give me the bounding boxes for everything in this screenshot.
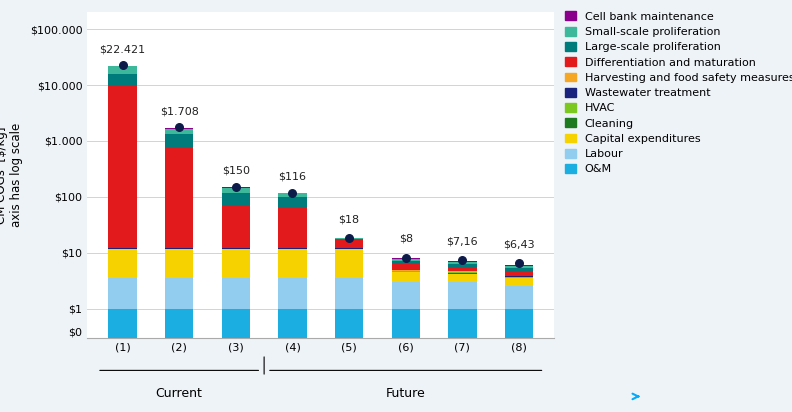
- Bar: [335, 249, 364, 278]
- Bar: [391, 259, 420, 261]
- Bar: [165, 249, 193, 278]
- Text: $116: $116: [279, 172, 307, 182]
- Point: [512, 260, 525, 266]
- Bar: [109, 302, 137, 338]
- Y-axis label: CM COGs  [$/kg]
axis has log scale: CM COGs [$/kg] axis has log scale: [0, 123, 23, 227]
- Bar: [505, 286, 533, 309]
- Bar: [222, 187, 250, 188]
- Text: $1.708: $1.708: [160, 107, 199, 117]
- Bar: [448, 272, 477, 273]
- Bar: [109, 278, 137, 309]
- Bar: [505, 277, 533, 278]
- Bar: [109, 75, 137, 86]
- Bar: [222, 302, 250, 338]
- Bar: [335, 239, 364, 240]
- Bar: [448, 282, 477, 309]
- Bar: [165, 147, 193, 248]
- Point: [116, 62, 129, 68]
- Bar: [278, 193, 307, 197]
- Text: $18: $18: [338, 214, 360, 224]
- Bar: [109, 249, 137, 278]
- Text: $7,16: $7,16: [447, 236, 478, 246]
- Bar: [109, 66, 137, 75]
- Bar: [448, 261, 477, 262]
- Bar: [505, 302, 533, 338]
- Bar: [278, 302, 307, 338]
- Bar: [278, 197, 307, 208]
- Bar: [448, 274, 477, 282]
- Point: [173, 124, 185, 131]
- Bar: [222, 249, 250, 278]
- Bar: [165, 128, 193, 129]
- Bar: [278, 278, 307, 309]
- Bar: [165, 278, 193, 309]
- Bar: [335, 278, 364, 309]
- Bar: [335, 238, 364, 239]
- Point: [456, 257, 469, 264]
- Bar: [391, 270, 420, 271]
- Bar: [448, 267, 477, 272]
- Text: $150: $150: [222, 166, 249, 176]
- Text: $22.421: $22.421: [100, 44, 146, 54]
- Point: [343, 235, 356, 241]
- Bar: [505, 271, 533, 276]
- Bar: [391, 261, 420, 264]
- Bar: [505, 268, 533, 271]
- Point: [230, 183, 242, 190]
- Bar: [391, 302, 420, 338]
- Bar: [165, 302, 193, 338]
- Bar: [391, 272, 420, 282]
- Bar: [505, 265, 533, 267]
- Bar: [448, 273, 477, 274]
- Bar: [222, 206, 250, 248]
- Bar: [165, 134, 193, 147]
- Bar: [222, 193, 250, 206]
- Text: $8: $8: [398, 234, 413, 244]
- Point: [399, 254, 412, 261]
- Bar: [505, 267, 533, 268]
- Bar: [391, 258, 420, 259]
- Bar: [109, 86, 137, 248]
- Text: Future: Future: [386, 387, 425, 400]
- Bar: [448, 264, 477, 267]
- Text: Current: Current: [156, 387, 203, 400]
- Bar: [222, 278, 250, 309]
- Bar: [335, 240, 364, 248]
- Bar: [278, 208, 307, 248]
- Bar: [165, 129, 193, 134]
- Text: $6,43: $6,43: [503, 239, 535, 249]
- Bar: [448, 262, 477, 264]
- Bar: [222, 188, 250, 193]
- Bar: [391, 271, 420, 272]
- Legend: Cell bank maintenance, Small-scale proliferation, Large-scale proliferation, Dif: Cell bank maintenance, Small-scale proli…: [565, 12, 792, 174]
- Bar: [335, 302, 364, 338]
- Bar: [391, 264, 420, 270]
- Bar: [505, 276, 533, 277]
- Text: $0: $0: [68, 328, 82, 338]
- Bar: [278, 249, 307, 278]
- Point: [286, 190, 299, 196]
- Bar: [448, 302, 477, 338]
- Bar: [505, 278, 533, 286]
- Bar: [391, 282, 420, 309]
